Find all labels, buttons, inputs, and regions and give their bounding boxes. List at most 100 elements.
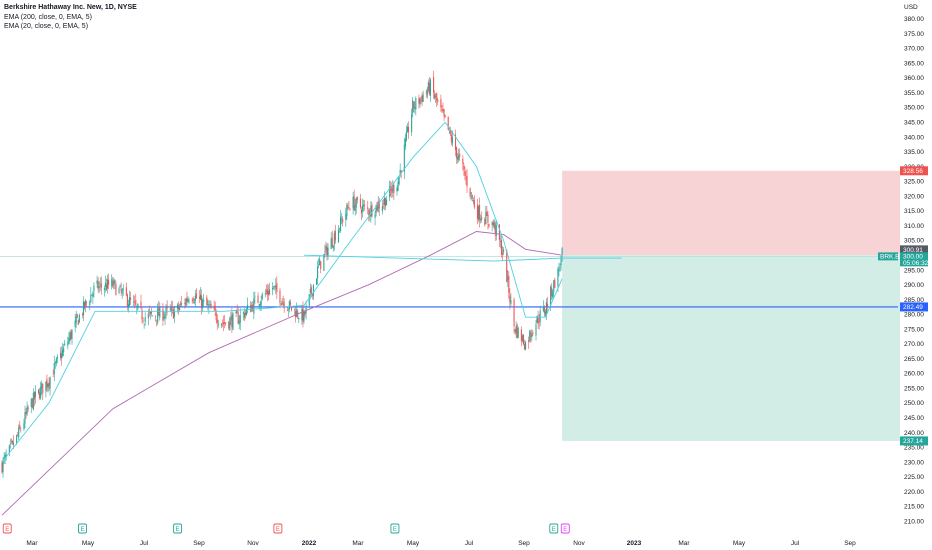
earnings-marker[interactable]: E xyxy=(390,523,400,534)
candle-body xyxy=(354,204,356,211)
candle-body xyxy=(10,441,12,442)
candle-body xyxy=(202,299,204,308)
candle-body xyxy=(407,126,410,133)
candle-body xyxy=(355,197,357,208)
candle-body xyxy=(296,309,298,317)
candle-body xyxy=(268,289,271,295)
candle-body xyxy=(494,223,496,234)
earnings-marker[interactable]: E xyxy=(560,523,570,534)
candle-body xyxy=(480,218,482,221)
price-tick: 260.00 xyxy=(904,371,924,378)
candle-body xyxy=(465,177,467,178)
time-tick: May xyxy=(82,540,95,547)
price-tick: 345.00 xyxy=(904,120,924,127)
candle-body xyxy=(303,310,305,321)
candle-body xyxy=(543,307,545,313)
candle-body xyxy=(333,233,335,245)
stop-price-tag-bg xyxy=(900,166,928,176)
candle-body xyxy=(177,304,179,309)
candle-body xyxy=(332,245,334,249)
candle-body xyxy=(463,165,465,170)
price-tick: 320.00 xyxy=(904,193,924,200)
earnings-marker-box xyxy=(560,523,570,534)
candle-body xyxy=(531,334,533,338)
candle-body xyxy=(228,321,230,329)
candle-body xyxy=(515,326,517,333)
candle-body xyxy=(318,264,320,266)
candle-body xyxy=(477,206,480,220)
earnings-marker-letter: E xyxy=(393,527,397,533)
earnings-marker[interactable]: E xyxy=(173,523,183,534)
candle-body xyxy=(537,317,539,324)
candle-body xyxy=(334,231,336,241)
earnings-marker[interactable]: E xyxy=(549,523,559,534)
earnings-marker[interactable]: E xyxy=(2,523,12,534)
candle-body xyxy=(320,261,322,270)
earnings-marker-box xyxy=(390,523,400,534)
candle-body xyxy=(93,285,95,292)
candle-body xyxy=(247,304,249,310)
candle-body xyxy=(99,283,101,285)
candle-body xyxy=(260,301,262,306)
candle-body xyxy=(507,276,509,281)
candle-body xyxy=(84,301,86,309)
candle-body xyxy=(374,214,376,218)
candle-body xyxy=(415,98,417,110)
candle-body xyxy=(245,308,248,315)
time-tick: 2022 xyxy=(302,540,317,547)
candle-body xyxy=(493,221,495,227)
candle-body xyxy=(18,427,20,438)
candle-body xyxy=(82,301,85,316)
earnings-marker-letter: E xyxy=(563,527,567,533)
candle-body xyxy=(509,295,511,303)
candle-body xyxy=(85,300,87,306)
candle-body xyxy=(178,305,180,310)
candle-body xyxy=(506,249,508,283)
candle-body xyxy=(244,312,247,316)
candle-body xyxy=(544,311,546,316)
candle-body xyxy=(406,126,409,133)
time-tick: Sep xyxy=(844,540,856,547)
candle-body xyxy=(222,322,225,325)
candle-body xyxy=(398,176,400,185)
candle-body xyxy=(45,381,47,391)
candle-body xyxy=(377,203,379,212)
earnings-marker-letter: E xyxy=(5,527,9,533)
candle-body xyxy=(484,218,486,225)
ema200-legend: EMA (200, close, 0, EMA, 5) xyxy=(4,13,92,21)
candle-body xyxy=(104,282,107,287)
candle-body xyxy=(451,136,453,144)
candle-body xyxy=(70,331,72,339)
candle-body xyxy=(42,383,44,394)
candle-body xyxy=(381,206,383,212)
candle-body xyxy=(529,330,531,341)
ema20-legend: EMA (20, close, 0, EMA, 5) xyxy=(4,23,89,30)
candle-body xyxy=(252,304,254,311)
candle-body xyxy=(91,294,93,296)
candle-body xyxy=(220,323,222,326)
candle-body xyxy=(536,315,538,323)
take-profit-zone xyxy=(562,255,932,441)
candle-body xyxy=(330,238,332,249)
candle-body xyxy=(317,266,319,279)
candle-body xyxy=(265,290,267,293)
earnings-marker[interactable]: E xyxy=(78,523,87,534)
candle-body xyxy=(179,307,181,311)
price-tick: 215.00 xyxy=(904,504,924,511)
entry-upper-tag: 300.91 xyxy=(903,247,923,254)
candle-body xyxy=(535,324,537,336)
candle-body xyxy=(184,302,186,304)
time-tick: Nov xyxy=(247,540,259,547)
candle-body xyxy=(39,392,41,399)
candle-body xyxy=(516,324,518,338)
price-tick: 360.00 xyxy=(904,75,924,82)
candle-body xyxy=(520,329,522,342)
candle-body xyxy=(464,171,466,176)
candle-body xyxy=(12,442,15,446)
candle-body xyxy=(514,329,516,332)
candle-body xyxy=(479,204,481,221)
earnings-marker[interactable]: E xyxy=(273,523,283,534)
candle-body xyxy=(347,207,349,208)
